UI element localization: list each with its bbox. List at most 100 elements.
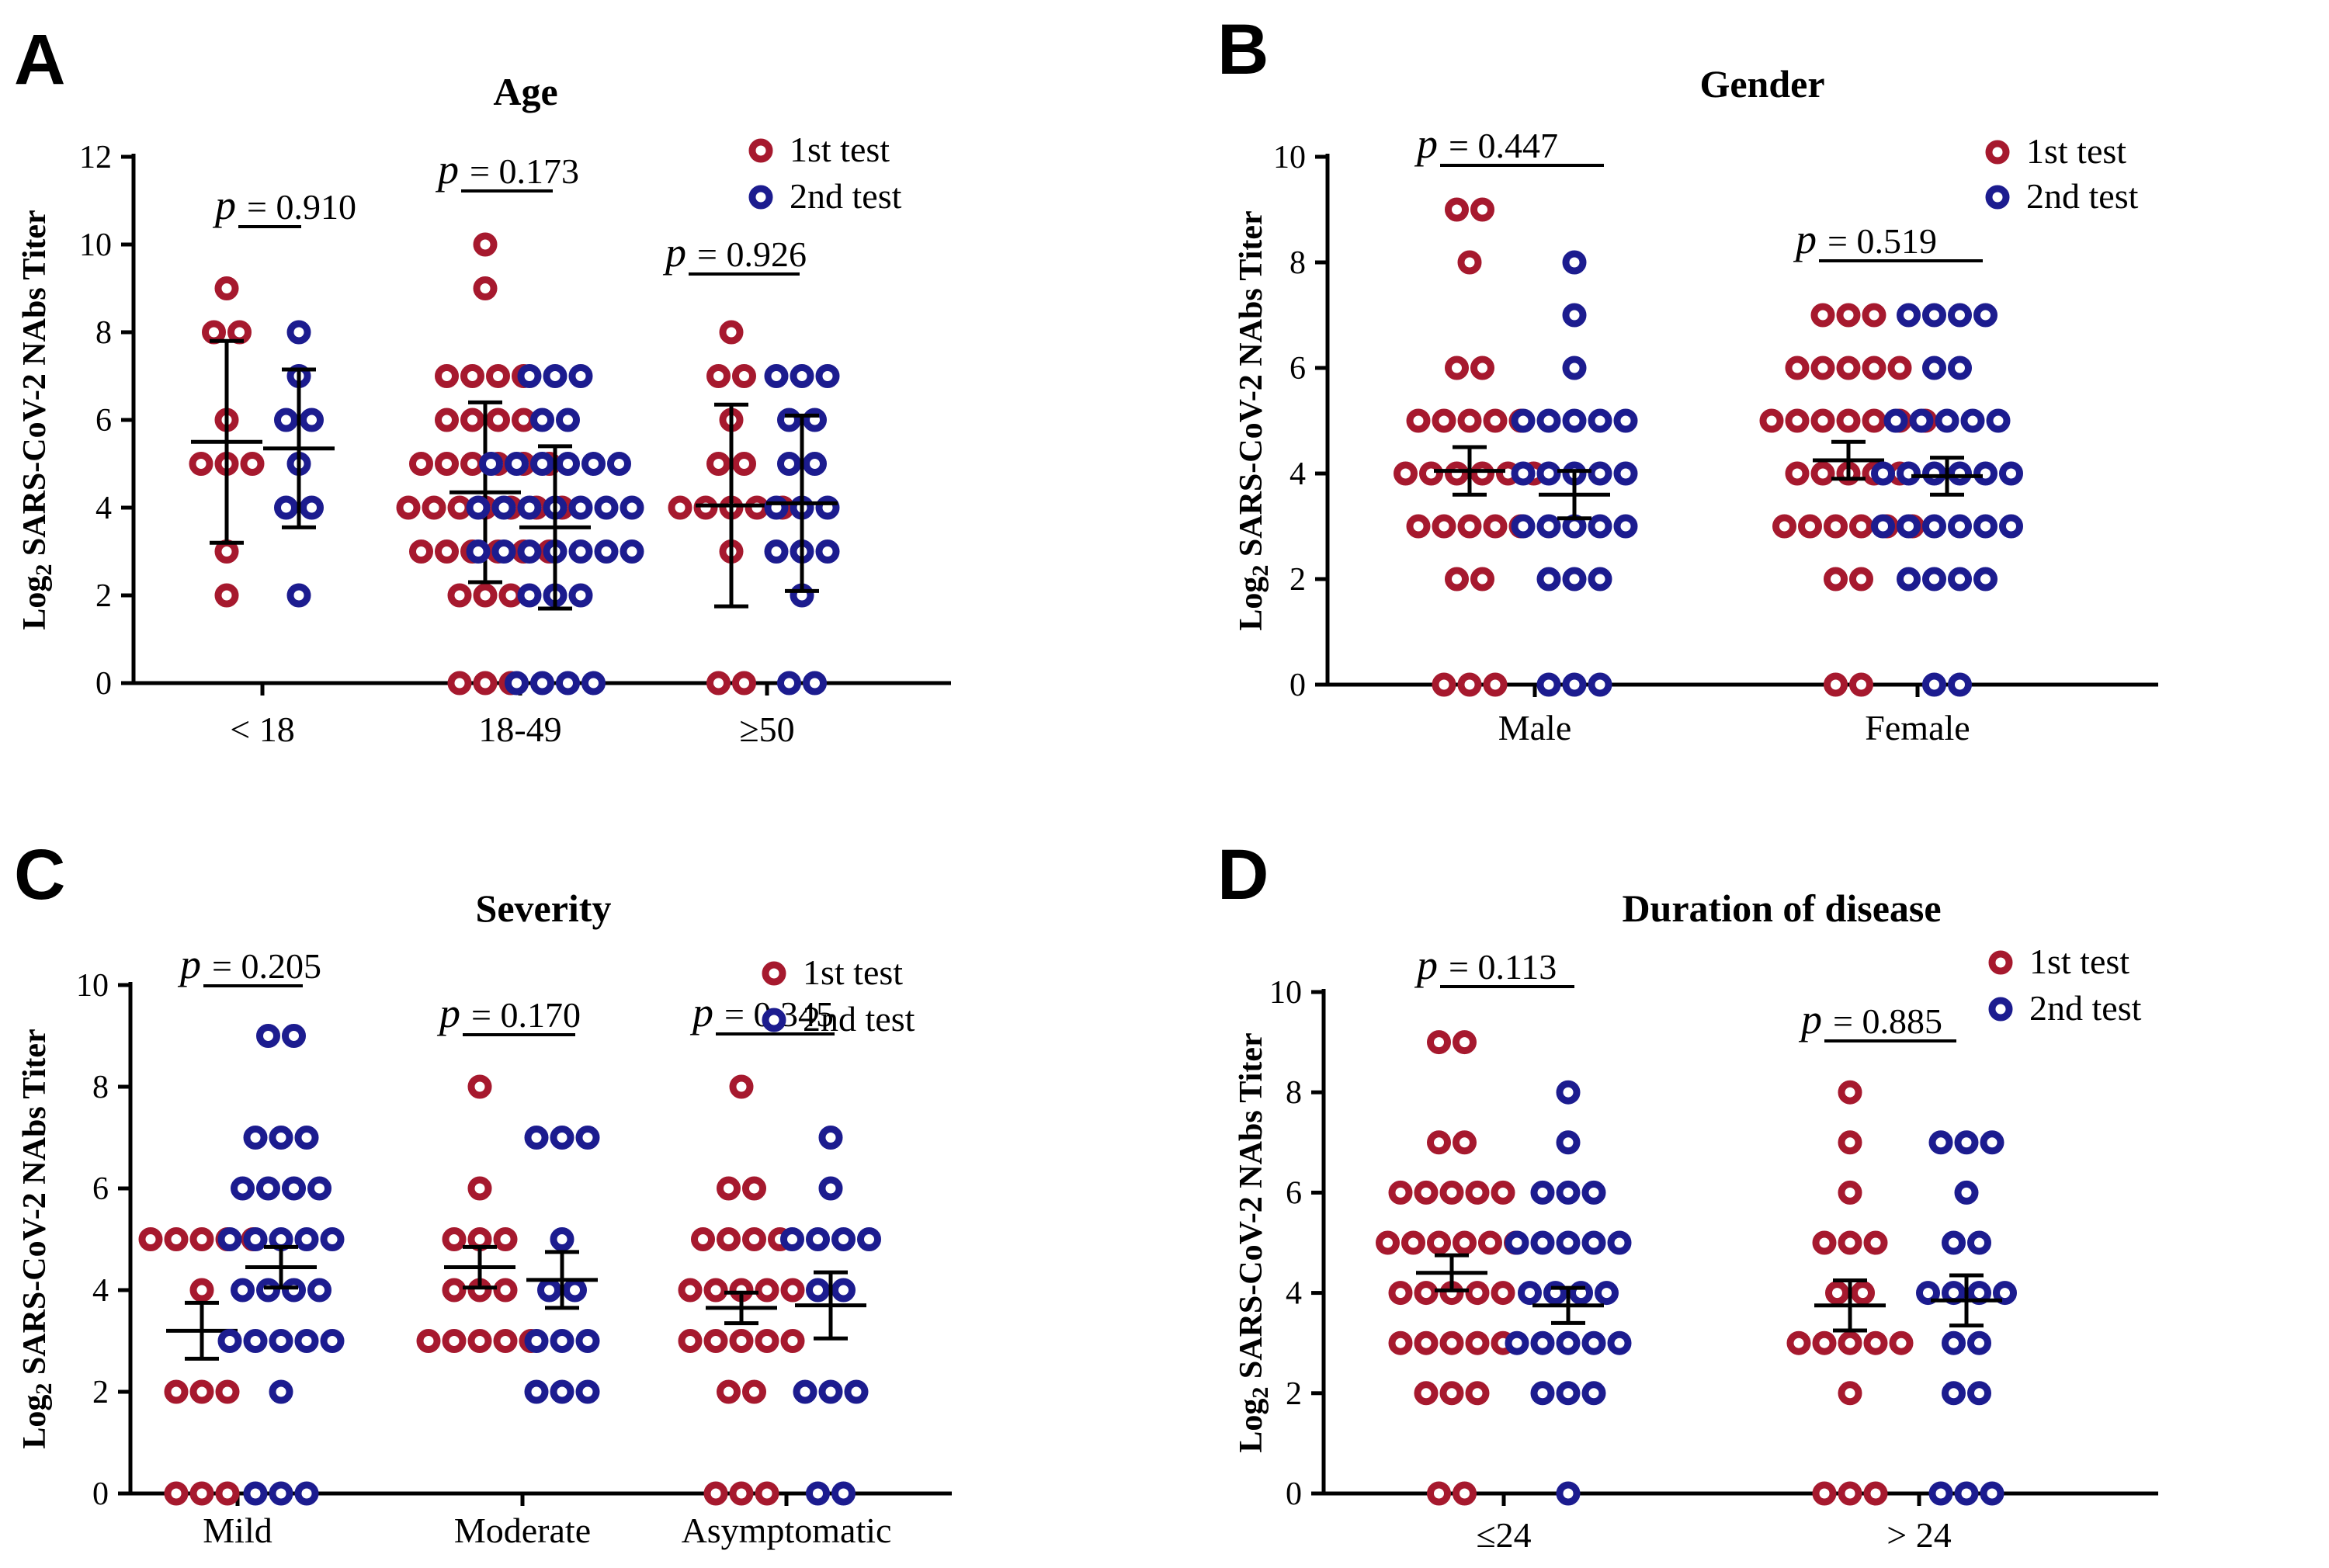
data-point-1st-test	[1453, 1481, 1477, 1506]
data-point-1st-test	[214, 276, 239, 300]
chart-title: Age	[493, 70, 557, 113]
data-point-2nd-test	[1556, 1381, 1581, 1406]
data-point-2nd-test	[524, 1126, 549, 1150]
data-point-1st-test	[447, 583, 472, 608]
data-point-1st-test	[706, 364, 731, 388]
data-point-1st-test	[1427, 1130, 1451, 1155]
data-point-1st-test	[189, 1278, 214, 1303]
data-point-2nd-test	[524, 1379, 549, 1404]
data-point-2nd-test	[274, 495, 298, 520]
data-point-2nd-test	[274, 408, 298, 432]
data-point-2nd-test	[575, 1379, 600, 1404]
data-point-2nd-test	[1973, 514, 1998, 539]
data-point-2nd-test	[777, 452, 801, 476]
data-point-1st-test	[442, 1227, 467, 1251]
y-tick-label: 8	[1286, 1075, 1302, 1111]
legend-label-2nd-test: 2nd test	[790, 176, 902, 216]
data-point-1st-test	[1465, 1381, 1490, 1406]
data-point-1st-test	[1414, 1381, 1439, 1406]
data-point-2nd-test	[1511, 461, 1536, 486]
data-point-1st-test	[1439, 1381, 1464, 1406]
data-point-1st-test	[1812, 1481, 1837, 1506]
y-tick-label: 0	[1286, 1476, 1302, 1512]
data-point-1st-test	[1838, 1381, 1862, 1406]
x-category-label: ≥50	[739, 709, 794, 749]
data-point-2nd-test	[491, 539, 516, 564]
data-point-1st-test	[138, 1227, 163, 1251]
data-point-2nd-test	[1897, 303, 1921, 328]
data-point-1st-test	[691, 1227, 715, 1251]
data-point-1st-test	[1798, 514, 1822, 539]
data-point-2nd-test	[550, 1126, 574, 1150]
data-point-2nd-test	[1588, 514, 1612, 539]
data-point-2nd-test	[1883, 408, 1908, 433]
data-point-2nd-test	[1948, 672, 1972, 697]
data-point-2nd-test	[300, 408, 324, 432]
data-point-1st-test	[732, 671, 756, 696]
data-point-2nd-test	[1954, 1180, 1979, 1205]
data-point-2nd-test	[550, 1379, 574, 1404]
data-point-1st-test	[1406, 408, 1431, 433]
data-point-1st-test	[1388, 1180, 1413, 1205]
panel-letter: C	[14, 835, 65, 914]
data-point-1st-test	[416, 1329, 441, 1353]
data-point-2nd-test	[780, 1227, 804, 1251]
data-point-1st-test	[1759, 408, 1784, 433]
data-point-1st-test	[1427, 1481, 1451, 1506]
data-point-2nd-test	[1967, 1230, 1991, 1255]
data-point-1st-test	[678, 1329, 703, 1353]
data-point-2nd-test	[1511, 408, 1536, 433]
data-point-2nd-test	[818, 1126, 843, 1150]
data-point-1st-test	[1453, 1030, 1477, 1055]
panel-a: A Age Log2 SARS-CoV-2 NAbs Titer 0 2 4 6 8 10 12 <…	[14, 20, 951, 749]
y-tick-label: 8	[92, 1070, 109, 1105]
data-point-2nd-test	[1967, 1381, 1991, 1406]
data-point-2nd-test	[517, 583, 542, 608]
data-point-1st-test	[512, 408, 536, 432]
data-point-2nd-test	[1511, 514, 1536, 539]
data-point-1st-test	[1457, 672, 1482, 697]
panel-c: C Severity Log2 SARS-CoV-2 NAbs Titer 0 2 4 6 8…	[14, 835, 952, 1550]
data-point-1st-test	[1427, 1030, 1451, 1055]
data-point-2nd-test	[505, 452, 529, 476]
data-point-1st-test	[742, 1176, 766, 1201]
data-point-1st-test	[1465, 1330, 1490, 1355]
data-point-2nd-test	[607, 452, 631, 476]
data-point-1st-test	[189, 1481, 214, 1506]
data-point-1st-test	[717, 1176, 741, 1201]
data-point-2nd-test	[1954, 1130, 1979, 1155]
data-point-2nd-test	[1536, 408, 1561, 433]
data-point-1st-test	[1889, 1330, 1914, 1355]
legend-label-1st-test: 1st test	[803, 952, 903, 992]
data-point-1st-test	[215, 1379, 240, 1404]
data-point-2nd-test	[517, 495, 542, 520]
data-point-2nd-test	[530, 452, 554, 476]
data-point-2nd-test	[1595, 1281, 1619, 1306]
data-point-1st-test	[1836, 356, 1861, 380]
p-value-label: p = 0.447	[1414, 120, 1558, 167]
data-point-1st-test	[473, 671, 498, 696]
data-point-1st-test	[1432, 672, 1456, 697]
data-point-2nd-test	[1556, 1230, 1581, 1255]
data-point-2nd-test	[300, 495, 324, 520]
data-point-1st-test	[1810, 303, 1835, 328]
data-point-2nd-test	[1530, 1180, 1555, 1205]
data-point-2nd-test	[282, 1278, 306, 1303]
y-tick-label: 2	[1289, 562, 1306, 598]
data-point-1st-test	[1394, 461, 1418, 486]
data-point-2nd-test	[1581, 1381, 1606, 1406]
legend-marker-1st-test	[1985, 140, 2010, 165]
data-point-2nd-test	[1530, 1330, 1555, 1355]
data-point-2nd-test	[844, 1379, 869, 1404]
data-point-1st-test	[215, 1481, 240, 1506]
data-point-1st-test	[164, 1227, 189, 1251]
data-point-1st-test	[1439, 1180, 1464, 1205]
data-point-1st-test	[1453, 1130, 1477, 1155]
data-point-2nd-test	[1954, 1481, 1979, 1506]
data-point-2nd-test	[1536, 514, 1561, 539]
data-point-1st-test	[1824, 672, 1848, 697]
data-point-2nd-test	[790, 364, 814, 388]
data-point-1st-test	[719, 320, 744, 345]
p-value-label: p = 0.170	[436, 990, 581, 1036]
p-value-label: p = 0.926	[662, 229, 807, 276]
